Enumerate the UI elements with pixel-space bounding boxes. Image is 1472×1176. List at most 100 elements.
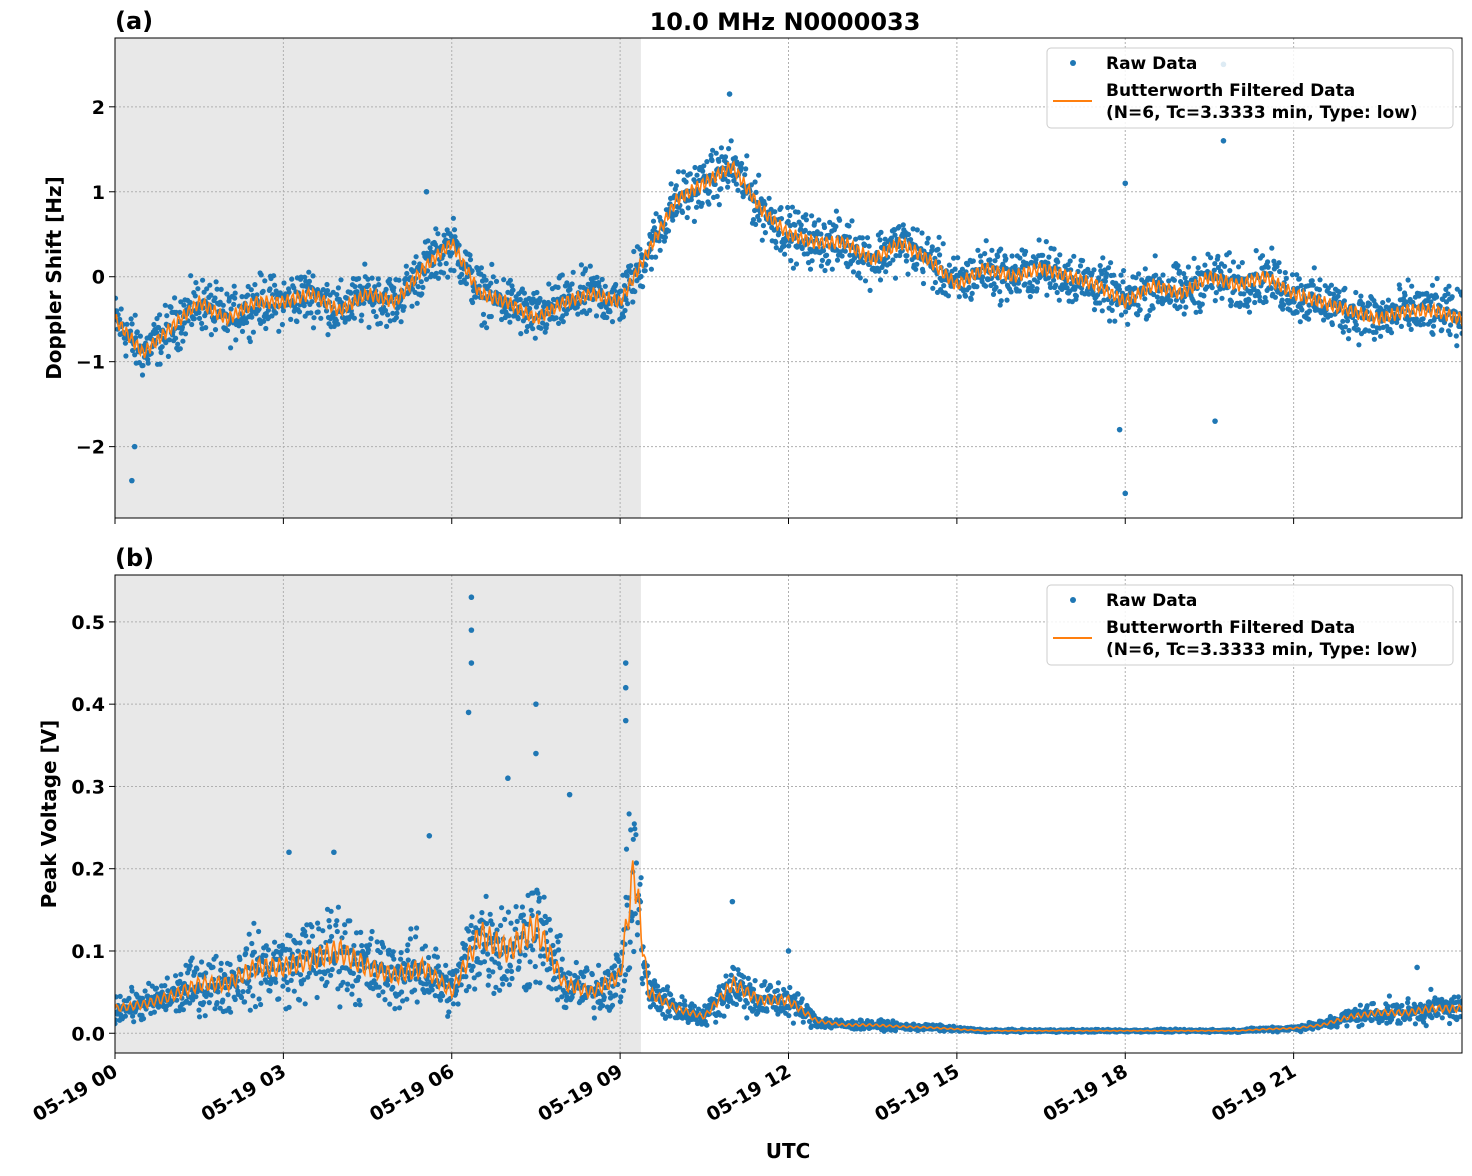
raw-data-point bbox=[252, 950, 257, 955]
raw-data-point bbox=[287, 1005, 292, 1010]
raw-data-point bbox=[516, 965, 521, 970]
raw-data-point bbox=[348, 291, 353, 296]
raw-data-point bbox=[1034, 286, 1039, 291]
raw-data-point bbox=[140, 372, 145, 377]
raw-data-point bbox=[547, 966, 552, 971]
raw-data-point bbox=[786, 243, 791, 248]
raw-data-point bbox=[324, 282, 329, 287]
raw-data-point bbox=[796, 992, 801, 997]
raw-data-point bbox=[643, 268, 648, 273]
raw-data-point bbox=[1107, 318, 1112, 323]
raw-data-point bbox=[1229, 299, 1234, 304]
raw-data-point bbox=[398, 957, 403, 962]
raw-data-point bbox=[451, 216, 456, 221]
raw-data-point bbox=[404, 997, 409, 1002]
raw-data-point bbox=[292, 989, 297, 994]
raw-data-point bbox=[1269, 246, 1274, 251]
raw-data-point bbox=[306, 939, 311, 944]
raw-data-point bbox=[484, 278, 489, 283]
raw-data-point bbox=[1198, 309, 1203, 314]
raw-data-point bbox=[366, 283, 371, 288]
raw-data-point bbox=[835, 258, 840, 263]
raw-data-point bbox=[414, 925, 419, 930]
raw-data-point bbox=[219, 961, 224, 966]
raw-data-point bbox=[1202, 263, 1207, 268]
raw-data-point bbox=[318, 316, 323, 321]
raw-data-point bbox=[494, 279, 499, 284]
raw-data-point bbox=[1219, 296, 1224, 301]
raw-data-point bbox=[163, 303, 168, 308]
raw-data-point bbox=[1386, 298, 1391, 303]
raw-data-point bbox=[549, 986, 554, 991]
raw-data-point bbox=[124, 322, 129, 327]
raw-data-point bbox=[851, 269, 856, 274]
raw-data-point bbox=[242, 999, 247, 1004]
x-tick-label: 05-19 09 bbox=[534, 1060, 626, 1126]
raw-data-point bbox=[188, 300, 193, 305]
raw-data-point bbox=[240, 989, 245, 994]
raw-data-point bbox=[436, 963, 441, 968]
raw-data-point bbox=[375, 939, 380, 944]
raw-data-point bbox=[688, 171, 693, 176]
raw-data-point bbox=[397, 1005, 402, 1010]
raw-data-point bbox=[357, 998, 362, 1003]
raw-data-point bbox=[1092, 307, 1097, 312]
raw-data-point bbox=[489, 262, 494, 267]
raw-data-point bbox=[311, 325, 316, 330]
raw-data-point bbox=[717, 202, 722, 207]
raw-data-point bbox=[581, 974, 586, 979]
raw-data-point bbox=[509, 969, 514, 974]
raw-data-point bbox=[351, 971, 356, 976]
raw-data-point bbox=[1136, 271, 1141, 276]
raw-data-point bbox=[209, 332, 214, 337]
raw-data-point bbox=[406, 957, 411, 962]
raw-data-point bbox=[233, 291, 238, 296]
raw-data-point bbox=[1321, 317, 1326, 322]
raw-data-point bbox=[544, 322, 549, 327]
raw-data-point bbox=[243, 951, 248, 956]
raw-data-point bbox=[367, 942, 372, 947]
raw-data-point bbox=[1450, 294, 1455, 299]
raw-data-point bbox=[437, 262, 442, 267]
raw-data-point bbox=[405, 948, 410, 953]
raw-data-point bbox=[146, 361, 151, 366]
raw-data-point bbox=[1175, 263, 1180, 268]
raw-data-point bbox=[721, 1014, 726, 1019]
raw-data-point bbox=[527, 982, 532, 987]
raw-data-point bbox=[1100, 308, 1105, 313]
raw-data-point bbox=[297, 940, 302, 945]
raw-data-point bbox=[591, 1005, 596, 1010]
raw-data-point bbox=[416, 284, 421, 289]
raw-data-point bbox=[1407, 322, 1412, 327]
raw-data-point bbox=[723, 973, 728, 978]
raw-data-point bbox=[249, 287, 254, 292]
raw-data-point bbox=[1055, 290, 1060, 295]
raw-data-point bbox=[263, 953, 268, 958]
raw-data-point bbox=[440, 993, 445, 998]
raw-data-point bbox=[339, 935, 344, 940]
raw-data-point bbox=[497, 988, 502, 993]
raw-data-point bbox=[1009, 289, 1014, 294]
raw-data-point bbox=[868, 288, 873, 293]
raw-data-point bbox=[481, 312, 486, 317]
raw-data-point bbox=[971, 258, 976, 263]
raw-data-point bbox=[225, 328, 230, 333]
raw-data-point bbox=[1367, 302, 1372, 307]
raw-data-point bbox=[1030, 284, 1035, 289]
raw-data-point bbox=[1299, 283, 1304, 288]
raw-data-point bbox=[592, 1015, 597, 1020]
raw-data-point bbox=[655, 984, 660, 989]
raw-data-point bbox=[668, 992, 673, 997]
raw-data-point bbox=[126, 996, 131, 1001]
raw-data-point bbox=[309, 299, 314, 304]
raw-data-point bbox=[1196, 265, 1201, 270]
raw-data-point bbox=[394, 311, 399, 316]
raw-data-point bbox=[537, 896, 542, 901]
raw-data-point bbox=[753, 978, 758, 983]
raw-data-point bbox=[256, 929, 261, 934]
raw-data-point bbox=[1100, 255, 1105, 260]
raw-data-point bbox=[651, 219, 656, 224]
raw-data-point bbox=[356, 975, 361, 980]
raw-data-point bbox=[471, 964, 476, 969]
raw-data-point bbox=[466, 928, 471, 933]
